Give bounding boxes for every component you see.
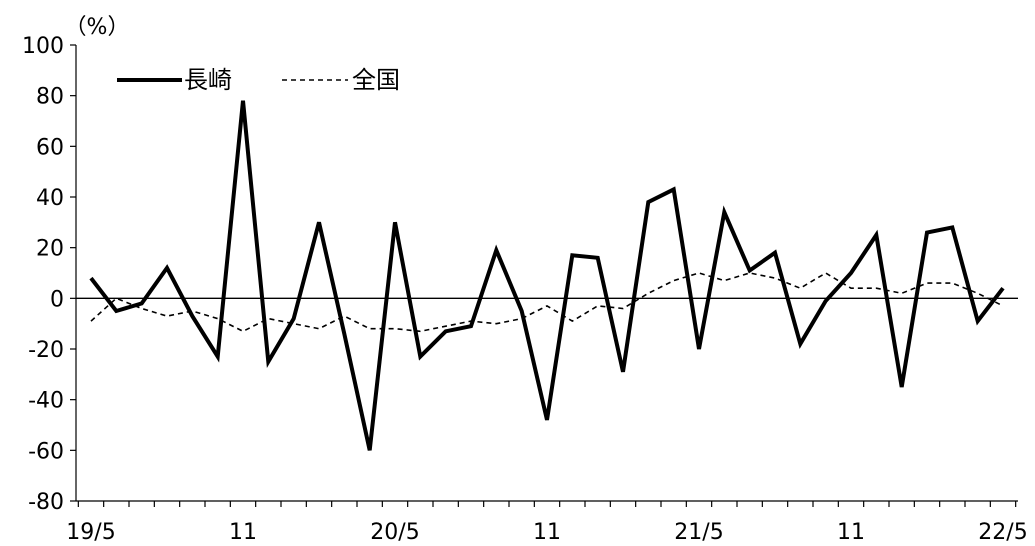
x-tick-label: 11 [837, 520, 865, 545]
y-unit-label: （%） [65, 15, 130, 40]
series-layer [89, 100, 1005, 451]
y-tick-label: 100 [22, 34, 64, 59]
y-tick-label: -60 [28, 439, 64, 464]
y-tick-label: 0 [50, 287, 64, 312]
y-tick-label: -20 [28, 338, 64, 363]
x-tick-label: 11 [533, 520, 561, 545]
x-tick-label: 22/5 [978, 520, 1027, 545]
y-tick-label: 40 [36, 186, 64, 211]
legend-label-national: 全国 [352, 66, 400, 94]
x-tick-label: 11 [229, 520, 257, 545]
x-tick-label: 19/5 [66, 520, 115, 545]
y-tick-label: 60 [36, 135, 64, 160]
y-tick-label: -40 [28, 389, 64, 414]
x-tick-label: 21/5 [674, 520, 723, 545]
series-line-national [90, 272, 1004, 333]
series-line-nagasaki [89, 100, 1005, 451]
y-tick-label: 20 [36, 237, 64, 262]
legend-label-nagasaki: 長崎 [184, 66, 232, 94]
x-tick-label: 20/5 [370, 520, 419, 545]
y-tick-label: 80 [36, 85, 64, 110]
y-tick-label: -80 [28, 490, 64, 515]
legend: 長崎 全国 [117, 66, 400, 94]
axes-layer [70, 44, 1018, 507]
